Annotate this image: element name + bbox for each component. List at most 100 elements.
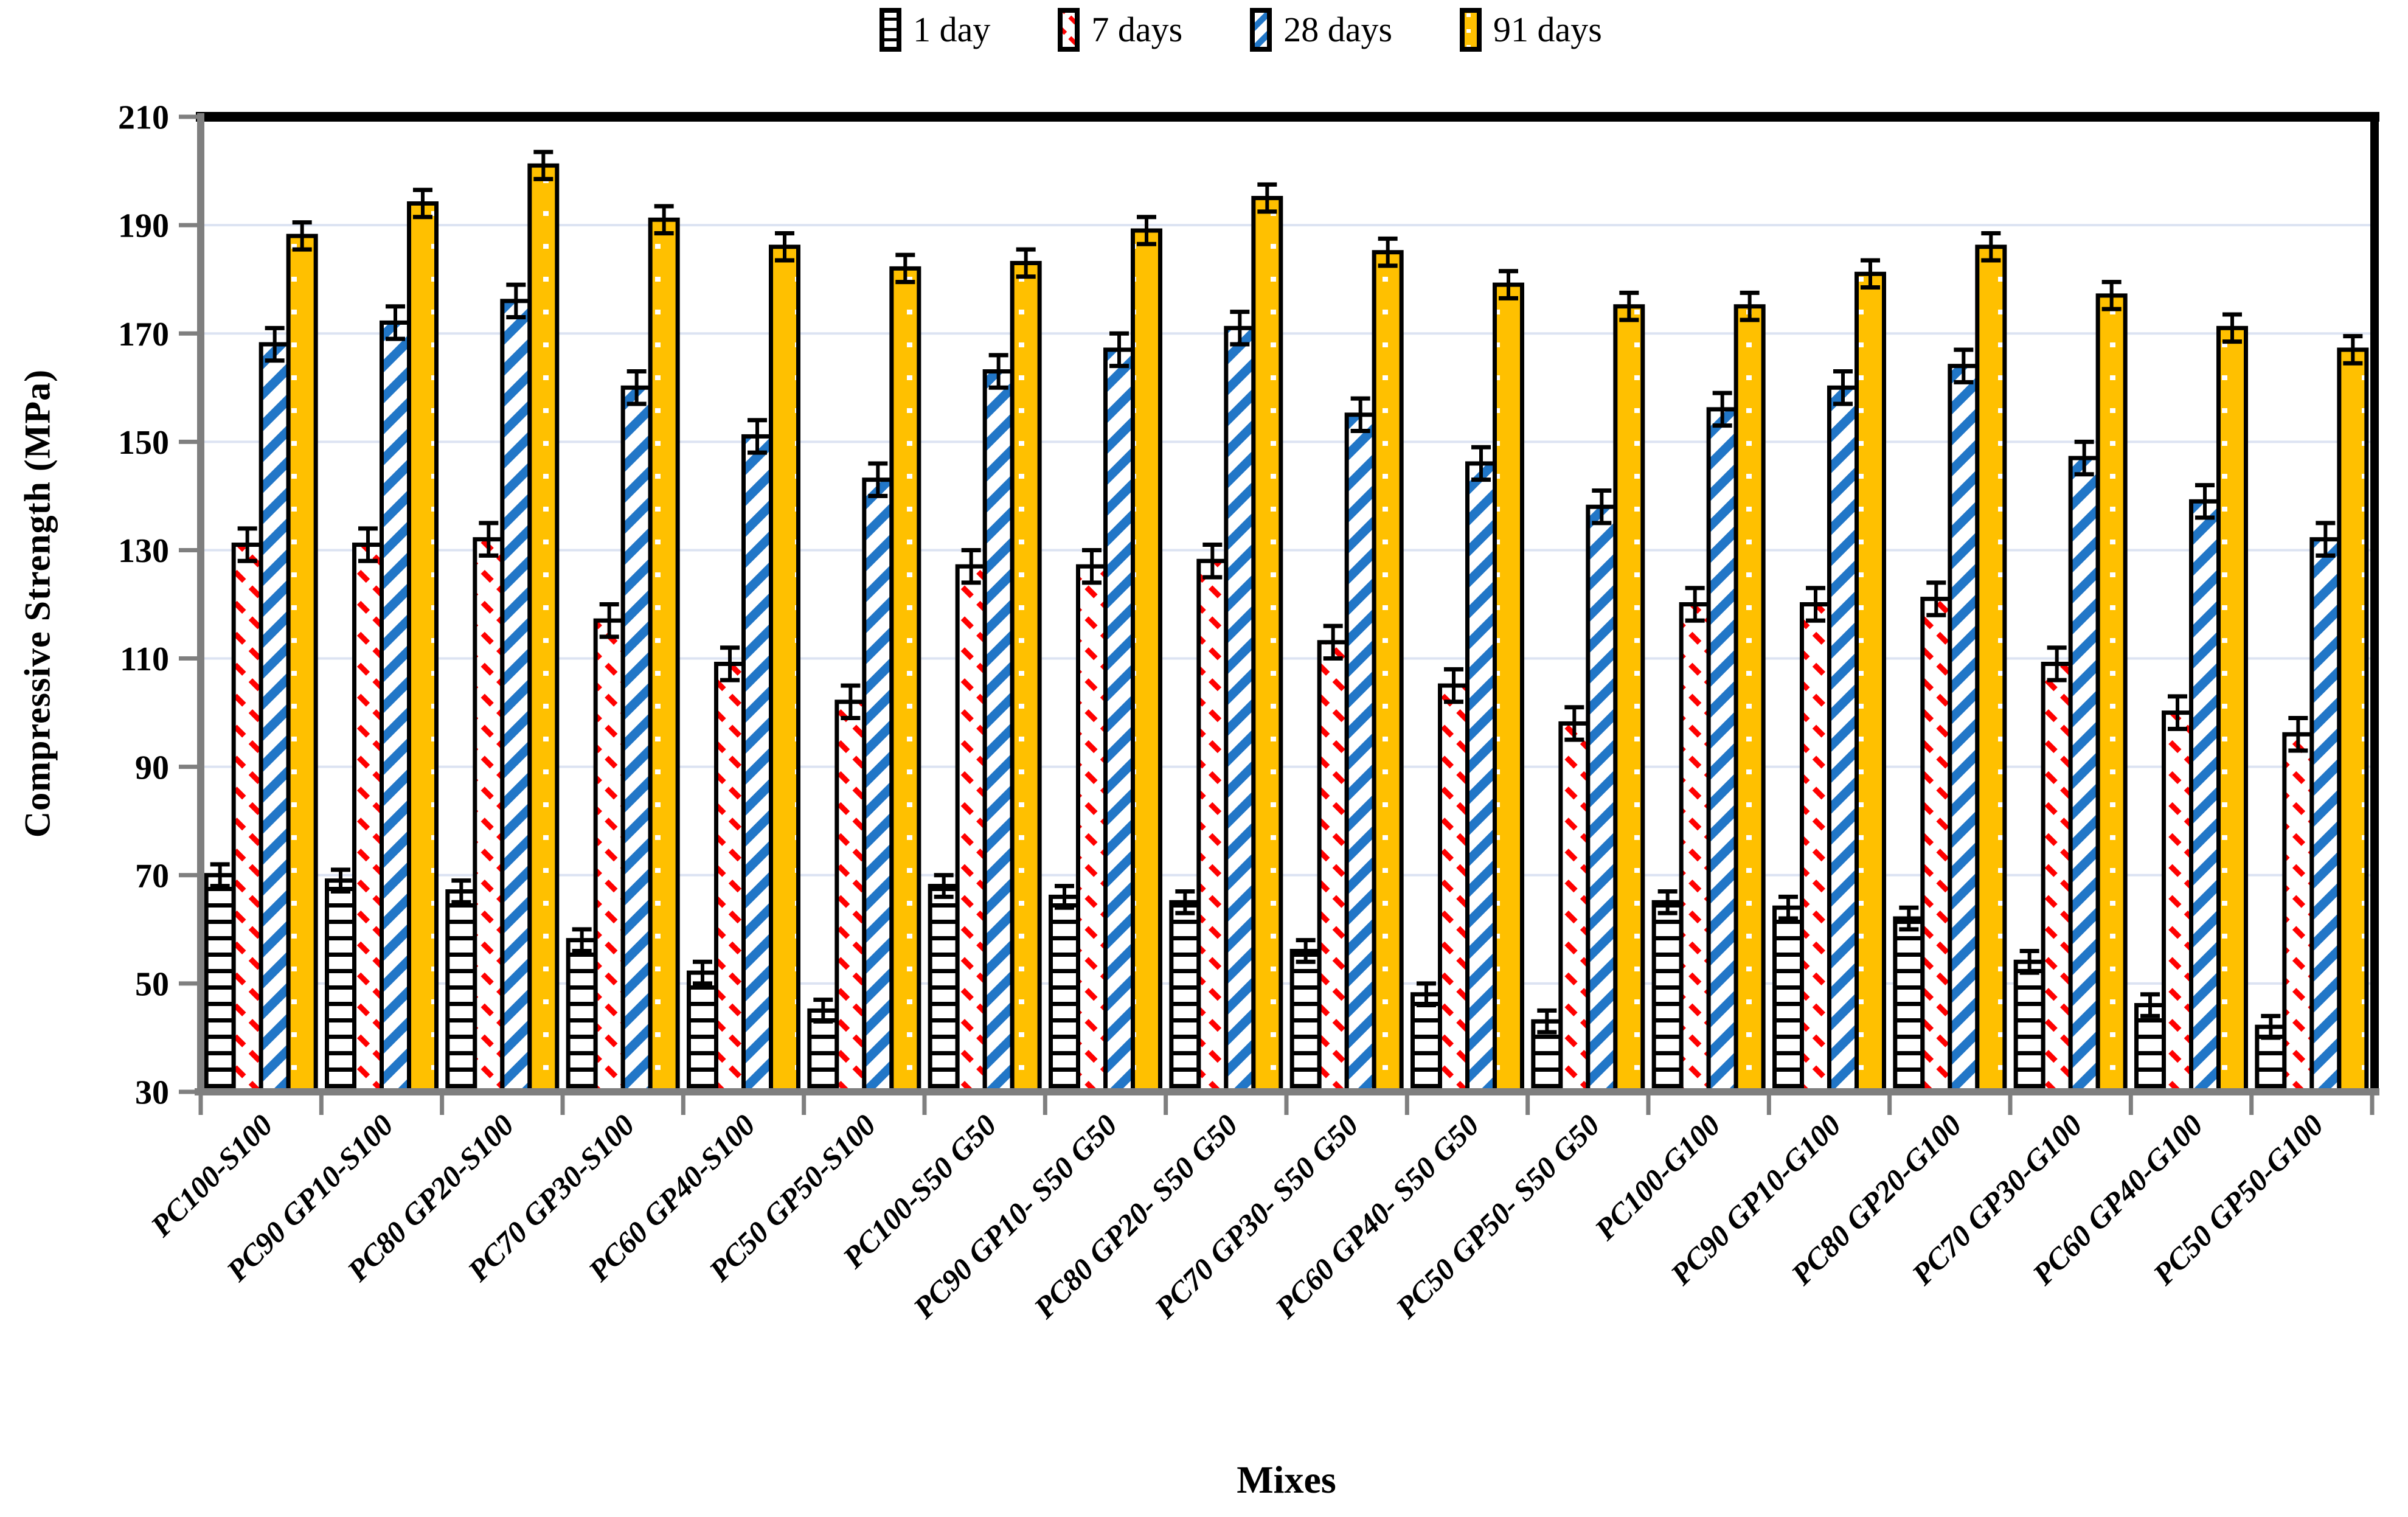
bar <box>1651 900 1684 1094</box>
legend-label: 7 days <box>1091 10 1183 49</box>
x-category-label: PC50 GP50- S50 G50 <box>1389 1108 1606 1325</box>
bar <box>928 884 960 1094</box>
y-tick-label: 170 <box>118 316 169 353</box>
bar <box>1438 683 1469 1094</box>
bar <box>1613 304 1645 1094</box>
bar <box>204 873 236 1094</box>
x-category-label: PC60 GP40- S50 G50 <box>1268 1108 1486 1325</box>
bar <box>1344 412 1376 1094</box>
y-tick-label: 210 <box>118 99 169 137</box>
bar <box>1076 564 1108 1094</box>
bar <box>620 385 653 1094</box>
bar <box>1289 948 1322 1094</box>
legend-swatch-91-days-icon <box>1460 8 1482 52</box>
bar <box>1010 260 1042 1094</box>
bar <box>1975 245 2007 1094</box>
legend-item-28-days: 28 days <box>1249 7 1392 52</box>
bar <box>2134 1003 2166 1094</box>
bar <box>352 543 384 1094</box>
bar <box>2162 710 2193 1094</box>
y-tick-label: 110 <box>120 640 169 678</box>
bar <box>834 699 867 1094</box>
bar <box>1196 558 1229 1094</box>
bar <box>407 201 439 1094</box>
bar <box>982 369 1015 1094</box>
bar <box>1920 597 1952 1094</box>
bar <box>687 970 718 1094</box>
bar <box>1317 640 1349 1094</box>
bar <box>1224 325 1256 1094</box>
bar <box>1772 905 1804 1094</box>
bar <box>1800 602 1831 1094</box>
bar <box>955 564 987 1094</box>
y-tick-label: 90 <box>135 749 169 786</box>
bar <box>1948 364 1980 1094</box>
bar <box>1465 461 1497 1094</box>
legend-swatch-1-day-icon <box>880 8 902 52</box>
bar <box>862 477 894 1094</box>
y-tick-label: 70 <box>135 857 169 895</box>
bar <box>2309 537 2342 1094</box>
bar <box>2013 959 2045 1094</box>
bar <box>380 320 411 1094</box>
y-tick-label: 190 <box>118 207 169 245</box>
bar <box>741 434 773 1094</box>
bar <box>1049 894 1080 1094</box>
legend-item-7-days: 7 days <box>1057 7 1182 52</box>
bar <box>769 245 800 1094</box>
bar <box>2068 456 2100 1094</box>
bar <box>1103 347 1135 1094</box>
bar <box>527 163 560 1094</box>
bar <box>593 618 625 1094</box>
bar <box>2282 732 2314 1094</box>
bar <box>1855 271 1886 1094</box>
bar <box>1733 304 1766 1094</box>
y-tick-label: 30 <box>135 1074 169 1112</box>
legend-item-91-days: 91 days <box>1459 7 1602 52</box>
x-category-label: PC70 GP30- S50 G50 <box>1147 1108 1365 1325</box>
bar <box>2189 499 2221 1094</box>
legend-item-1-day: 1 day <box>879 7 990 52</box>
bar <box>1558 721 1591 1094</box>
bar <box>258 342 291 1094</box>
bar <box>325 878 356 1094</box>
y-tick-label: 50 <box>135 965 169 1003</box>
bar <box>566 938 598 1094</box>
bar <box>2337 347 2369 1094</box>
y-axis-title: Compressive Strength (MPa) <box>17 369 58 838</box>
bar <box>231 543 263 1094</box>
bar <box>473 537 505 1094</box>
legend-label: 1 day <box>913 10 991 49</box>
bar <box>2095 293 2128 1094</box>
bar <box>648 217 680 1094</box>
bar <box>1706 407 1738 1094</box>
bar <box>286 234 318 1094</box>
bar <box>1169 900 1201 1094</box>
bar <box>714 661 746 1094</box>
bar <box>1893 916 1925 1094</box>
x-category-label: PC80 GP20- S50 G50 <box>1027 1108 1244 1325</box>
bar <box>2041 661 2073 1094</box>
y-tick-label: 150 <box>118 424 169 462</box>
bar <box>889 266 921 1094</box>
bar <box>1679 602 1711 1094</box>
bar <box>1372 250 1404 1094</box>
bar <box>445 889 477 1094</box>
bar <box>1251 196 1283 1094</box>
x-axis-title: Mixes <box>1237 1458 1336 1501</box>
legend-swatch-7-days-icon <box>1058 8 1080 52</box>
legend-swatch-28-days-icon <box>1250 8 1272 52</box>
bar <box>1410 992 1442 1094</box>
x-category-label: PC100-S100 <box>144 1108 279 1243</box>
legend-label: 91 days <box>1493 10 1602 49</box>
bar <box>1493 282 1524 1094</box>
bar <box>1586 504 1618 1094</box>
legend: 1 day 7 days 28 days 91 days <box>36 7 2408 52</box>
x-category-label: PC90 GP10- S50 G50 <box>906 1108 1124 1325</box>
bar <box>1131 228 1162 1094</box>
bar <box>2216 325 2248 1094</box>
bar <box>1827 385 1859 1094</box>
legend-label: 28 days <box>1283 10 1393 49</box>
